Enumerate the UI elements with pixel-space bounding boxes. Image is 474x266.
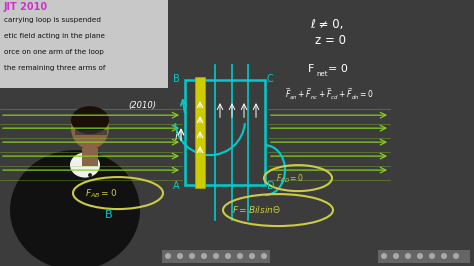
Bar xyxy=(195,77,205,188)
Text: $F=BilsinΘ$: $F=BilsinΘ$ xyxy=(232,204,281,215)
Bar xyxy=(75,130,107,135)
Text: z = 0: z = 0 xyxy=(315,34,346,47)
Text: etic field acting in the plane: etic field acting in the plane xyxy=(4,33,105,39)
Ellipse shape xyxy=(71,106,109,134)
Circle shape xyxy=(189,253,195,259)
Circle shape xyxy=(225,253,231,259)
Text: C: C xyxy=(267,74,274,84)
Circle shape xyxy=(429,253,435,259)
Text: $F_{CD}=0$: $F_{CD}=0$ xyxy=(276,172,304,185)
Circle shape xyxy=(261,253,267,259)
Text: orce on one arm of the loop: orce on one arm of the loop xyxy=(4,49,104,55)
Circle shape xyxy=(405,253,411,259)
Text: the remaining three arms of: the remaining three arms of xyxy=(4,65,105,71)
Bar xyxy=(162,250,270,263)
Circle shape xyxy=(417,253,423,259)
Bar xyxy=(185,80,265,185)
Ellipse shape xyxy=(70,153,100,178)
Text: F: F xyxy=(308,64,314,74)
Bar xyxy=(82,148,98,166)
Circle shape xyxy=(177,253,183,259)
Circle shape xyxy=(393,253,399,259)
Text: (2010): (2010) xyxy=(128,101,156,110)
Text: B: B xyxy=(105,210,113,220)
Circle shape xyxy=(381,253,387,259)
Circle shape xyxy=(213,253,219,259)
Text: net: net xyxy=(316,71,328,77)
Text: D: D xyxy=(267,181,274,191)
Bar xyxy=(0,0,168,88)
Ellipse shape xyxy=(71,107,109,149)
Text: i: i xyxy=(175,132,178,142)
Circle shape xyxy=(249,253,255,259)
Circle shape xyxy=(441,253,447,259)
Text: B: B xyxy=(173,74,180,84)
Text: ℓ ≠ 0,: ℓ ≠ 0, xyxy=(310,18,343,31)
Text: JIT 2010: JIT 2010 xyxy=(4,2,48,12)
Text: = 0: = 0 xyxy=(328,64,348,74)
Ellipse shape xyxy=(10,150,140,266)
Circle shape xyxy=(88,173,92,177)
Circle shape xyxy=(237,253,243,259)
Circle shape xyxy=(453,253,459,259)
Bar xyxy=(378,250,470,263)
Text: $\vec{F}_{an}+\vec{F}_{nc}+\vec{F}_{cd}+\vec{F}_{dn}=0$: $\vec{F}_{an}+\vec{F}_{nc}+\vec{F}_{cd}+… xyxy=(285,86,374,102)
Circle shape xyxy=(201,253,207,259)
Circle shape xyxy=(165,253,171,259)
Text: carrying loop is suspended: carrying loop is suspended xyxy=(4,17,101,23)
Text: $F_{AB}=0$: $F_{AB}=0$ xyxy=(85,187,117,200)
Text: A: A xyxy=(173,181,180,191)
